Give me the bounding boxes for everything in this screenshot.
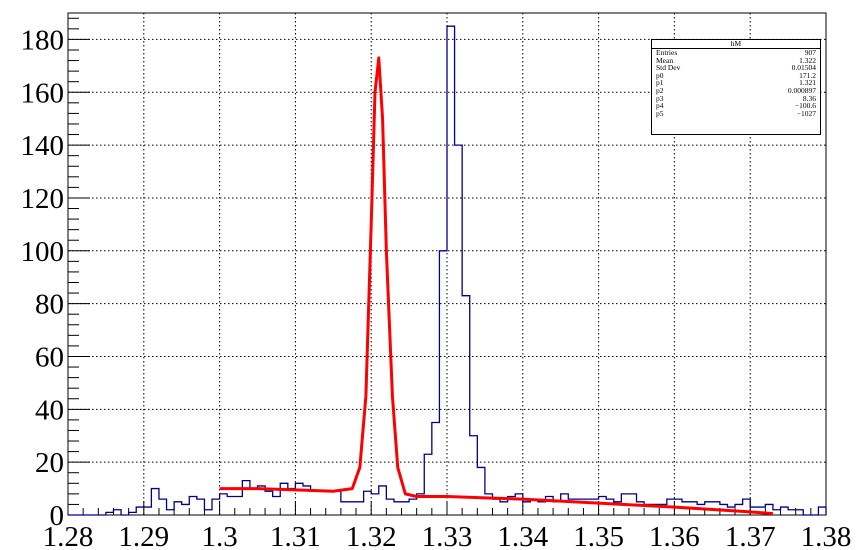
x-tick-label: 1.32: [346, 521, 397, 550]
stats-value: 1.322: [799, 55, 816, 65]
x-tick-label: 1.37: [725, 521, 776, 550]
x-tick-label: 1.29: [118, 521, 169, 550]
stats-row: p3 8.36: [652, 93, 820, 103]
stats-rows: Entries 907 Mean 1.322 Std Dev 0.01504 p0 17…: [652, 49, 820, 117]
stats-label: p2: [656, 85, 664, 95]
histogram: [68, 25, 827, 516]
stats-value: 0.000897: [787, 85, 816, 95]
x-tick-label: 1.36: [649, 521, 700, 550]
y-tick-label: 140: [21, 130, 65, 162]
y-tick-label: 20: [35, 447, 64, 479]
y-tick-label: 180: [21, 24, 65, 56]
x-tick-labels: 1.28 1.29 1.3 1.31 1.32 1.33 1.34 1.35 1.36 1.37 1…: [43, 521, 852, 550]
x-tick-label: 1.35: [573, 521, 624, 550]
y-tick-label: 40: [35, 394, 64, 426]
y-tick-label: 160: [21, 77, 65, 109]
stats-row: p4 −100.6: [652, 102, 820, 110]
x-tick-label: 1.3: [201, 521, 237, 550]
stats-row: Std Dev 0.01504: [652, 64, 820, 72]
stats-value: −1027: [796, 108, 816, 118]
y-tick-label: 80: [35, 289, 64, 321]
y-tick-label: 120: [21, 183, 65, 215]
stats-label: Entries: [656, 48, 678, 57]
stats-label: Mean: [656, 55, 674, 65]
stats-value: 1.321: [799, 78, 816, 88]
y-tick-labels: 0 20 40 60 80 100 120 140 160 180: [21, 24, 65, 532]
y-tick-label: 0: [50, 500, 65, 532]
x-tick-label: 1.33: [422, 521, 473, 550]
stats-row: p5 −1027: [652, 110, 820, 118]
stats-label: p5: [656, 108, 664, 118]
stats-label: p4: [656, 101, 664, 111]
x-tick-label: 1.31: [270, 521, 321, 550]
histogram-outline: [68, 25, 827, 516]
fit-line: [219, 56, 774, 516]
y-tick-label: 60: [35, 341, 64, 373]
stats-row: p2 0.000897: [652, 87, 820, 95]
x-tick-label: 1.28: [43, 521, 94, 550]
stats-value: 8.36: [802, 93, 816, 103]
stats-value: −100.6: [794, 101, 816, 111]
stats-label: p1: [656, 78, 664, 88]
stats-row: p0 171.2: [652, 72, 820, 80]
fit-curve: [219, 56, 774, 516]
stats-row: Mean 1.322: [652, 55, 820, 65]
stats-value: 171.2: [799, 70, 816, 80]
stats-value: 0.01504: [791, 63, 816, 73]
stats-row: Entries 907: [652, 49, 820, 57]
stats-label: p0: [656, 70, 664, 80]
stats-label: Std Dev: [656, 63, 681, 73]
y-tick-label: 100: [21, 236, 65, 268]
stats-row: p1 1.321: [652, 79, 820, 87]
stats-box: hM Entries 907 Mean 1.322 Std Dev 0.01504 p…: [651, 39, 821, 135]
stats-label: p3: [656, 93, 664, 103]
x-tick-label: 1.38: [801, 521, 852, 550]
x-tick-label: 1.34: [497, 521, 548, 550]
stats-value: 907: [804, 48, 816, 57]
stats-title: hM: [652, 40, 820, 49]
